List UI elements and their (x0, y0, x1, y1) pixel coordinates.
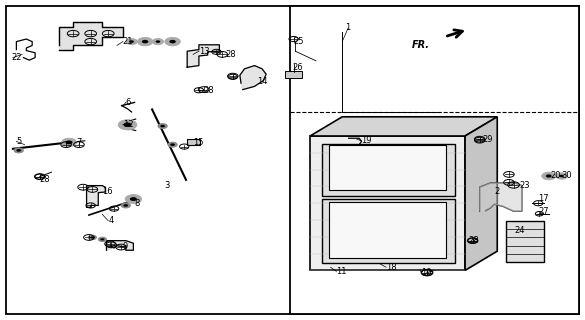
Circle shape (142, 40, 149, 43)
Text: 5: 5 (16, 137, 22, 146)
Text: 8: 8 (135, 199, 140, 208)
Circle shape (118, 120, 137, 130)
Polygon shape (310, 117, 497, 136)
Text: 9: 9 (123, 242, 128, 251)
Circle shape (556, 173, 567, 179)
Circle shape (129, 40, 134, 43)
Circle shape (542, 172, 556, 180)
Circle shape (559, 175, 564, 177)
Circle shape (168, 142, 177, 147)
Circle shape (121, 203, 130, 208)
Polygon shape (58, 22, 123, 50)
Bar (322, 199, 455, 263)
Polygon shape (480, 183, 522, 211)
Text: 4: 4 (108, 216, 113, 225)
Text: 25: 25 (294, 37, 304, 46)
Bar (187, 139, 200, 145)
Text: 29: 29 (483, 135, 493, 144)
Text: 24: 24 (515, 226, 525, 235)
Text: 15: 15 (193, 138, 204, 147)
Circle shape (98, 237, 106, 242)
Polygon shape (87, 186, 105, 207)
Circle shape (158, 124, 167, 129)
Text: 28: 28 (204, 86, 214, 95)
Text: 13: 13 (199, 47, 209, 56)
Text: 12: 12 (123, 120, 133, 129)
Circle shape (165, 37, 180, 46)
Circle shape (90, 236, 95, 239)
Circle shape (156, 40, 160, 43)
Text: 7: 7 (76, 138, 81, 147)
Circle shape (152, 38, 164, 45)
Text: 10: 10 (421, 268, 432, 277)
Circle shape (160, 125, 165, 127)
Circle shape (66, 140, 73, 144)
Bar (285, 71, 302, 78)
Text: 6: 6 (126, 98, 131, 107)
Circle shape (101, 238, 104, 241)
Text: FR.: FR. (412, 40, 430, 50)
Text: 16: 16 (102, 188, 113, 196)
Bar (329, 202, 446, 258)
Text: 22: 22 (12, 53, 22, 62)
Text: 27: 27 (538, 207, 549, 216)
Circle shape (88, 235, 97, 240)
Text: 21: 21 (123, 37, 133, 46)
Text: 3: 3 (164, 181, 169, 190)
Circle shape (14, 148, 23, 153)
Circle shape (126, 38, 137, 45)
Bar (322, 144, 455, 196)
Bar (310, 136, 465, 270)
Circle shape (123, 204, 128, 207)
Circle shape (130, 197, 137, 201)
Bar (329, 145, 446, 190)
Polygon shape (106, 241, 133, 250)
Text: 23: 23 (519, 181, 530, 190)
Circle shape (546, 174, 552, 178)
Text: 28: 28 (225, 50, 236, 59)
Text: 28: 28 (40, 175, 50, 184)
Text: 17: 17 (538, 194, 549, 203)
Polygon shape (240, 66, 266, 90)
Text: 19: 19 (362, 136, 372, 145)
Text: 18: 18 (386, 263, 397, 272)
Text: 26: 26 (292, 63, 303, 72)
Circle shape (123, 123, 132, 127)
Text: 14: 14 (257, 77, 268, 86)
Text: 30: 30 (562, 172, 572, 180)
Circle shape (137, 37, 153, 46)
Polygon shape (465, 117, 497, 270)
Circle shape (125, 195, 142, 204)
Circle shape (16, 149, 21, 152)
Text: 2: 2 (494, 188, 500, 196)
Text: 20: 20 (550, 172, 560, 180)
Bar (506, 221, 544, 262)
Text: 1: 1 (345, 23, 350, 32)
Polygon shape (187, 45, 219, 67)
Circle shape (170, 40, 175, 43)
Circle shape (170, 143, 175, 146)
Circle shape (61, 138, 77, 147)
Text: 28: 28 (468, 236, 479, 245)
Bar (290, 6, 579, 314)
Text: 11: 11 (336, 267, 347, 276)
